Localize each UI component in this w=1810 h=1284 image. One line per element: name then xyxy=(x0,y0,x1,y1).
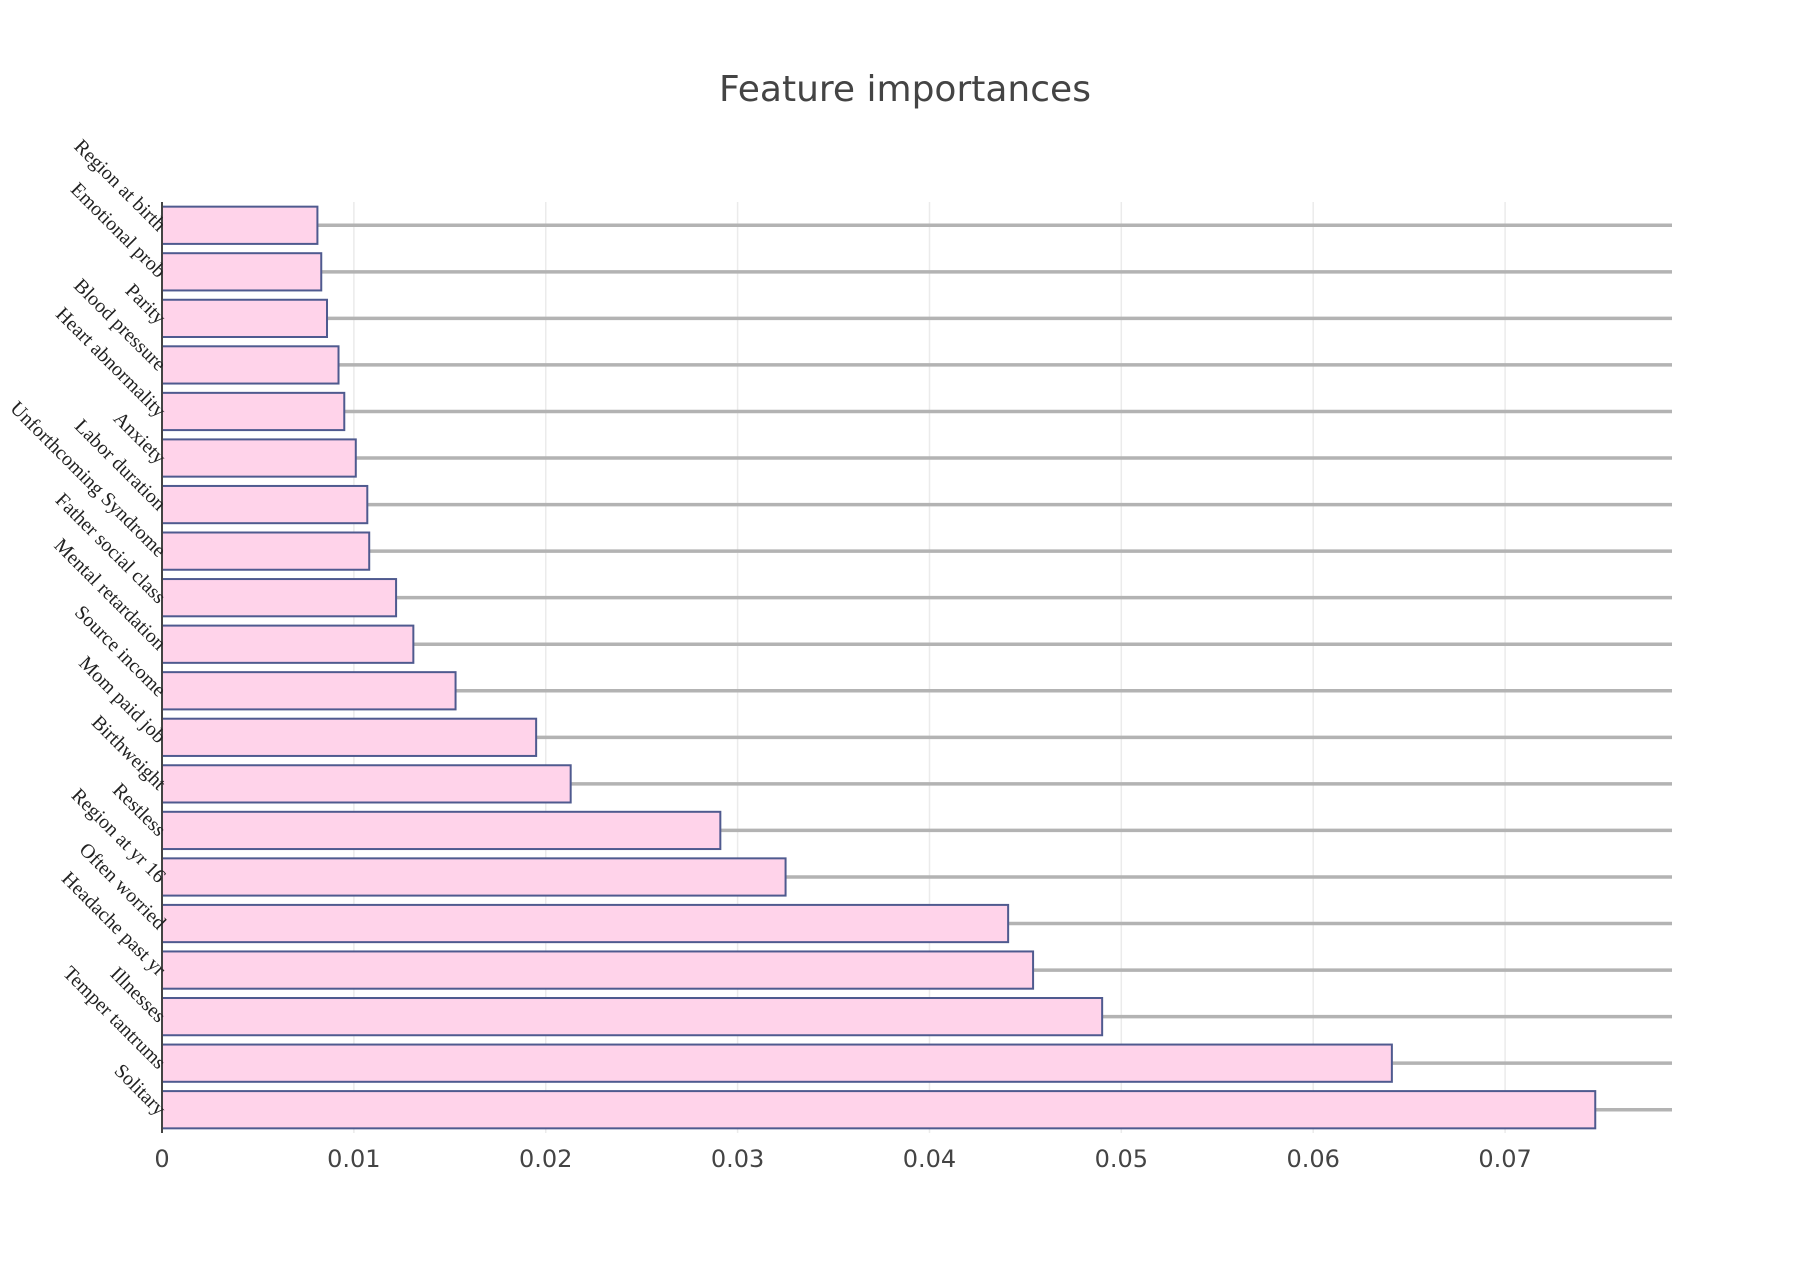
bar xyxy=(161,671,457,711)
bar xyxy=(161,717,538,757)
bar xyxy=(161,298,329,338)
x-tick-labels: 0 0.01 0.02 0.03 0.04 0.05 0.06 0.07 xyxy=(154,1145,1531,1173)
bar xyxy=(161,1043,1393,1083)
x-tick-label: 0.06 xyxy=(1286,1145,1339,1173)
bar xyxy=(161,764,572,804)
bar xyxy=(161,950,1035,990)
x-tick-label: 0 xyxy=(154,1145,169,1173)
bar xyxy=(161,531,371,571)
x-tick-label: 0.03 xyxy=(711,1145,764,1173)
bars xyxy=(161,205,1597,1130)
x-tick-label: 0.02 xyxy=(519,1145,572,1173)
bar xyxy=(161,205,319,245)
bar xyxy=(161,997,1104,1037)
bar xyxy=(161,391,346,432)
bar xyxy=(161,903,1010,944)
x-tick-label: 0.04 xyxy=(903,1145,956,1173)
bar xyxy=(161,578,398,618)
bar xyxy=(161,252,323,292)
bar xyxy=(161,810,722,851)
x-tick-label: 0.05 xyxy=(1095,1145,1148,1173)
x-tick-label: 0.07 xyxy=(1478,1145,1531,1173)
gridlines xyxy=(353,202,1506,1133)
chart-title: Feature importances xyxy=(719,69,1091,110)
bar xyxy=(161,857,787,897)
bar xyxy=(161,1090,1597,1130)
bar xyxy=(161,624,415,664)
bar xyxy=(161,345,340,385)
x-tick-label: 0.01 xyxy=(327,1145,380,1173)
bar xyxy=(161,484,369,525)
y-tick-label: Solitary xyxy=(110,1060,170,1120)
bar xyxy=(161,438,357,478)
